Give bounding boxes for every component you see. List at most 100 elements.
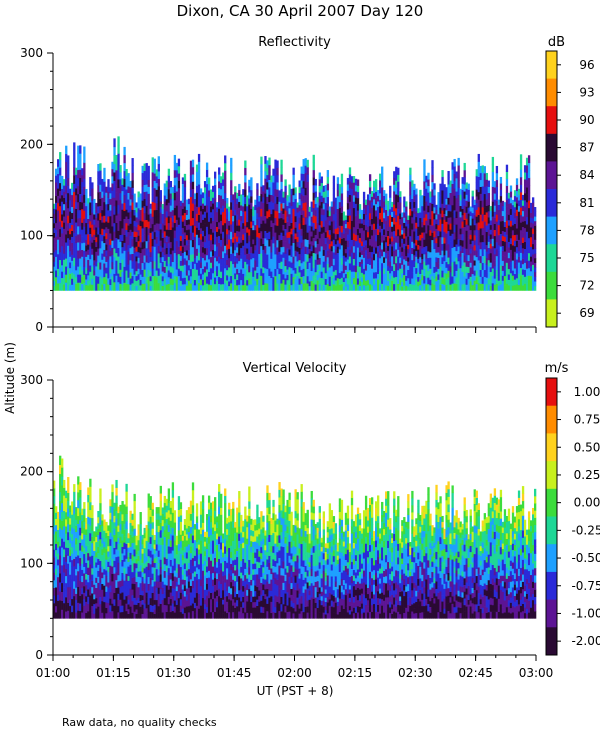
heatmap-cell [220, 227, 223, 234]
heatmap-cell [53, 564, 56, 573]
heatmap-cell [79, 512, 82, 521]
heatmap-cell [467, 183, 470, 190]
heatmap-cell [417, 231, 420, 236]
heatmap-cell [278, 262, 281, 269]
heatmap-cell [318, 224, 321, 232]
heatmap-cell [517, 234, 521, 240]
heatmap-cell [475, 189, 478, 197]
colorbar-swatch [546, 133, 557, 162]
heatmap-cell [220, 233, 223, 241]
heatmap-cell [167, 249, 171, 257]
heatmap-cell [455, 257, 458, 265]
heatmap-cell [167, 256, 171, 264]
heatmap-cell [453, 261, 456, 269]
heatmap-cell [419, 206, 422, 213]
heatmap-cell [61, 556, 64, 566]
heatmap-cell [445, 215, 448, 222]
heatmap-cell [89, 246, 92, 253]
heatmap-cell [471, 279, 474, 286]
heatmap-cell [312, 237, 315, 246]
heatmap-cell [519, 192, 523, 200]
heatmap-cell [352, 220, 356, 228]
heatmap-cell [230, 224, 233, 232]
heatmap-cell [67, 555, 70, 564]
heatmap-cell [209, 245, 213, 252]
heatmap-cell [383, 190, 386, 196]
heatmap-cell [171, 278, 175, 286]
heatmap-cell [224, 230, 227, 239]
heatmap-cell [360, 227, 364, 233]
heatmap-cell [201, 197, 205, 204]
heatmap-cell [379, 232, 382, 239]
heatmap-cell [91, 549, 94, 556]
heatmap-cell [91, 536, 94, 544]
heatmap-cell [403, 253, 406, 260]
heatmap-cell [318, 251, 321, 258]
heatmap-cell [336, 252, 340, 260]
heatmap-cell [433, 207, 436, 214]
heatmap-cell [189, 175, 193, 183]
heatmap-cell [179, 250, 183, 256]
heatmap-cell [497, 285, 501, 291]
heatmap-cell [328, 257, 332, 263]
heatmap-cell [352, 201, 356, 209]
heatmap-cell [77, 234, 80, 243]
heatmap-cell [205, 198, 209, 206]
heatmap-cell [250, 227, 253, 235]
heatmap-cell [284, 228, 287, 236]
heatmap-cell [115, 526, 118, 535]
heatmap-cell [338, 207, 342, 214]
heatmap-cell [381, 235, 384, 243]
heatmap-cell [284, 222, 287, 230]
heatmap-cell [63, 197, 66, 205]
heatmap-cell [461, 284, 464, 291]
heatmap-cell [163, 242, 166, 250]
heatmap-cell [211, 273, 215, 280]
heatmap-cell [292, 208, 295, 216]
heatmap-cell [59, 275, 62, 284]
heatmap-cell [427, 211, 430, 219]
heatmap-cell [65, 185, 68, 195]
heatmap-cell [117, 144, 120, 154]
heatmap-cell [272, 175, 275, 183]
heatmap-cell [437, 252, 440, 258]
heatmap-cell [69, 273, 72, 280]
heatmap-cell [191, 210, 195, 219]
heatmap-cell [73, 232, 76, 242]
heatmap-cell [224, 237, 227, 246]
heatmap-cell [205, 247, 209, 256]
heatmap-cell [242, 217, 245, 224]
heatmap-cell [193, 236, 197, 243]
heatmap-cell [372, 235, 376, 243]
heatmap-cell [135, 256, 138, 262]
heatmap-cell [385, 268, 388, 275]
heatmap-cell [113, 541, 116, 548]
heatmap-cell [157, 223, 160, 232]
heatmap-cell [240, 221, 243, 227]
heatmap-cell [131, 194, 134, 203]
heatmap-cell [167, 202, 171, 210]
heatmap-cell [147, 200, 150, 208]
heatmap-cell [242, 189, 245, 196]
heatmap-cell [441, 243, 444, 251]
heatmap-cell [399, 240, 402, 247]
heatmap-cell [423, 268, 426, 277]
heatmap-cell [69, 511, 72, 519]
heatmap-cell [169, 193, 173, 200]
heatmap-cell [421, 269, 424, 275]
heatmap-cell [527, 170, 531, 179]
heatmap-cell [294, 198, 297, 205]
heatmap-cell [183, 251, 187, 259]
heatmap-cell [385, 209, 388, 216]
heatmap-cell [300, 207, 303, 216]
heatmap-cell [240, 263, 243, 270]
heatmap-cell [123, 234, 126, 243]
heatmap-cell [385, 220, 388, 227]
heatmap-cell [497, 214, 501, 221]
heatmap-cell [252, 234, 255, 240]
heatmap-cell [521, 226, 525, 233]
heatmap-cell [415, 211, 418, 218]
heatmap-cell [334, 223, 338, 229]
heatmap-cell [220, 265, 223, 272]
heatmap-cell [304, 194, 307, 203]
